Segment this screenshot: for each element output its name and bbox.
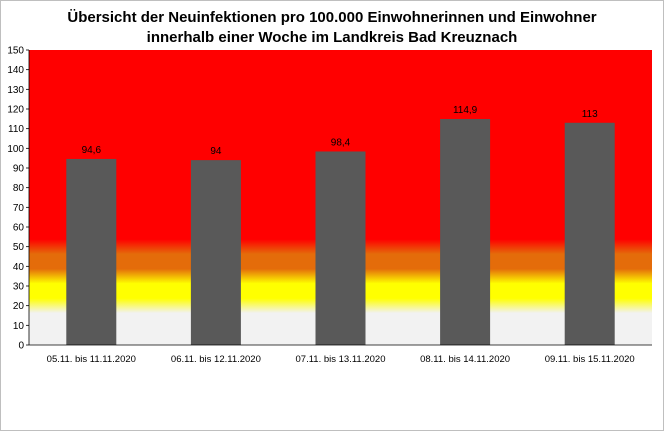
bar-value-label: 114,9 xyxy=(453,105,478,116)
y-tick-label: 40 xyxy=(13,262,25,273)
y-tick-label: 30 xyxy=(13,282,25,293)
y-tick-label: 150 xyxy=(7,46,24,57)
x-category-label: 08.11. bis 14.11.2020 xyxy=(420,354,510,365)
x-category-label: 07.11. bis 13.11.2020 xyxy=(296,354,386,365)
bar xyxy=(315,151,366,345)
y-tick-label: 140 xyxy=(7,65,24,76)
y-tick-label: 80 xyxy=(13,183,25,194)
y-axis: 0 10 20 30 40 50 60 70 80 90 100 110 120 130 140 150 xyxy=(7,46,30,352)
y-tick-label: 0 xyxy=(18,341,24,352)
chart-title-line2: innerhalb einer Woche im Landkreis Bad K… xyxy=(146,29,518,46)
y-tick-label: 120 xyxy=(7,105,24,116)
bar-value-label: 98,4 xyxy=(331,137,351,148)
chart-title-line1: Übersicht der Neuinfektionen pro 100.000… xyxy=(67,9,597,26)
bar-value-label: 94 xyxy=(210,146,222,157)
y-tick-label: 10 xyxy=(13,321,25,332)
y-tick-label: 110 xyxy=(8,124,24,135)
bar-value-label: 113 xyxy=(582,109,598,120)
bar-value-label: 94,6 xyxy=(82,145,102,156)
x-category-label: 05.11. bis 11.11.2020 xyxy=(47,354,136,365)
y-tick-label: 90 xyxy=(13,164,25,175)
x-axis: 05.11. bis 11.11.2020 06.11. bis 12.11.20… xyxy=(29,344,652,365)
bar xyxy=(564,122,615,346)
y-tick-label: 60 xyxy=(13,223,25,234)
y-tick-label: 100 xyxy=(7,144,24,155)
y-tick-label: 50 xyxy=(13,242,25,253)
chart-title: Übersicht der Neuinfektionen pro 100.000… xyxy=(0,8,664,48)
bars-group: 94,6 94 98,4 114,9 113 xyxy=(66,105,615,346)
bar xyxy=(440,119,491,345)
x-category-label: 09.11. bis 15.11.2020 xyxy=(545,354,635,365)
y-tick-label: 130 xyxy=(7,85,24,96)
bar xyxy=(190,160,241,345)
x-category-label: 06.11. bis 12.11.2020 xyxy=(171,354,261,365)
y-tick-label: 70 xyxy=(13,203,25,214)
bar xyxy=(66,158,117,345)
y-tick-label: 20 xyxy=(13,301,25,312)
